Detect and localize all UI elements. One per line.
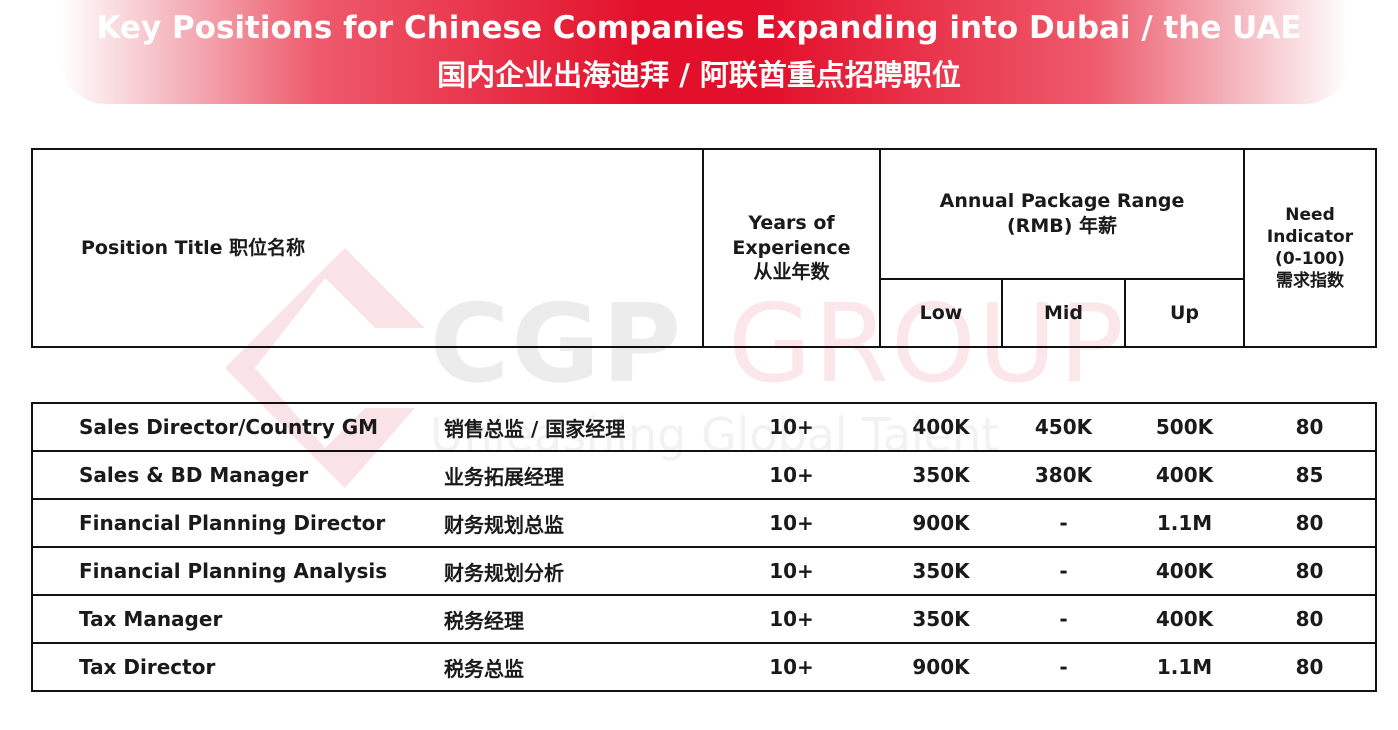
position-title-en: Sales Director/Country GM [31, 402, 444, 452]
header-years-zh: 从业年数 [753, 261, 830, 284]
package-mid: 450K [1002, 402, 1125, 452]
years-of-experience: 10+ [703, 450, 880, 500]
header-years-en-1: Years of [748, 211, 835, 234]
header-package-zh: (RMB) 年薪 [1007, 215, 1118, 237]
package-up: 400K [1125, 594, 1244, 644]
table-row: Tax Director 税务总监 10+ 900K - 1.1M 80 [31, 642, 1377, 692]
package-low: 900K [880, 498, 1002, 548]
package-up: 500K [1125, 402, 1244, 452]
header-annual-package: Annual Package Range (RMB) 年薪 [878, 148, 1246, 280]
header-mid: Mid [1001, 278, 1126, 348]
header-package-en: Annual Package Range [939, 190, 1185, 213]
table-row: Sales & BD Manager 业务拓展经理 10+ 350K 380K … [31, 450, 1377, 500]
header-position-title: Position Title 职位名称 [31, 148, 704, 348]
need-indicator: 80 [1244, 546, 1377, 596]
header-need-3: (0-100) [1275, 249, 1345, 269]
position-title-en: Financial Planning Analysis [31, 546, 444, 596]
package-mid: - [1002, 546, 1125, 596]
header-need-zh: 需求指数 [1276, 271, 1345, 292]
table-row: Financial Planning Analysis 财务规划分析 10+ 3… [31, 546, 1377, 596]
package-low: 900K [880, 642, 1002, 692]
years-of-experience: 10+ [703, 402, 880, 452]
position-title-zh: 财务规划分析 [444, 546, 703, 596]
position-title-en: Tax Manager [31, 594, 444, 644]
package-low: 350K [880, 594, 1002, 644]
position-title-zh: 税务经理 [444, 594, 703, 644]
header-need-indicator: Need Indicator (0-100) 需求指数 [1243, 148, 1378, 348]
header-years-of-experience: Years of Experience 从业年数 [702, 148, 881, 348]
header-low: Low [879, 278, 1003, 348]
package-mid: - [1002, 594, 1125, 644]
header-need-2: Indicator [1266, 226, 1354, 247]
positions-table: Sales Director/Country GM 销售总监 / 国家经理 10… [31, 402, 1377, 692]
years-of-experience: 10+ [703, 498, 880, 548]
need-indicator: 85 [1244, 450, 1377, 500]
package-up: 1.1M [1125, 642, 1244, 692]
position-title-en: Financial Planning Director [31, 498, 444, 548]
need-indicator: 80 [1244, 642, 1377, 692]
title-chinese: 国内企业出海迪拜 / 阿联酋重点招聘职位 [437, 58, 961, 92]
package-low: 350K [880, 450, 1002, 500]
position-title-zh: 财务规划总监 [444, 498, 703, 548]
years-of-experience: 10+ [703, 642, 880, 692]
position-title-en: Tax Director [31, 642, 444, 692]
years-of-experience: 10+ [703, 594, 880, 644]
package-low: 350K [880, 546, 1002, 596]
need-indicator: 80 [1244, 594, 1377, 644]
need-indicator: 80 [1244, 402, 1377, 452]
table-row: Tax Manager 税务经理 10+ 350K - 400K 80 [31, 594, 1377, 644]
package-up: 400K [1125, 450, 1244, 500]
package-up: 400K [1125, 546, 1244, 596]
table-row: Financial Planning Director 财务规划总监 10+ 9… [31, 498, 1377, 548]
need-indicator: 80 [1244, 498, 1377, 548]
package-mid: 380K [1002, 450, 1125, 500]
package-mid: - [1002, 642, 1125, 692]
position-title-zh: 业务拓展经理 [444, 450, 703, 500]
position-title-zh: 销售总监 / 国家经理 [444, 402, 703, 452]
years-of-experience: 10+ [703, 546, 880, 596]
position-title-zh: 税务总监 [444, 642, 703, 692]
table-row: Sales Director/Country GM 销售总监 / 国家经理 10… [31, 402, 1377, 452]
header-up: Up [1123, 278, 1246, 348]
position-title-en: Sales & BD Manager [31, 450, 444, 500]
package-up: 1.1M [1125, 498, 1244, 548]
header-years-en-2: Experience [732, 236, 851, 259]
package-mid: - [1002, 498, 1125, 548]
title-english: Key Positions for Chinese Companies Expa… [96, 10, 1302, 46]
header-table: Position Title 职位名称 Years of Experience … [31, 148, 1378, 348]
header-need-1: Need [1285, 204, 1335, 225]
title-banner [60, 0, 1350, 104]
package-low: 400K [880, 402, 1002, 452]
